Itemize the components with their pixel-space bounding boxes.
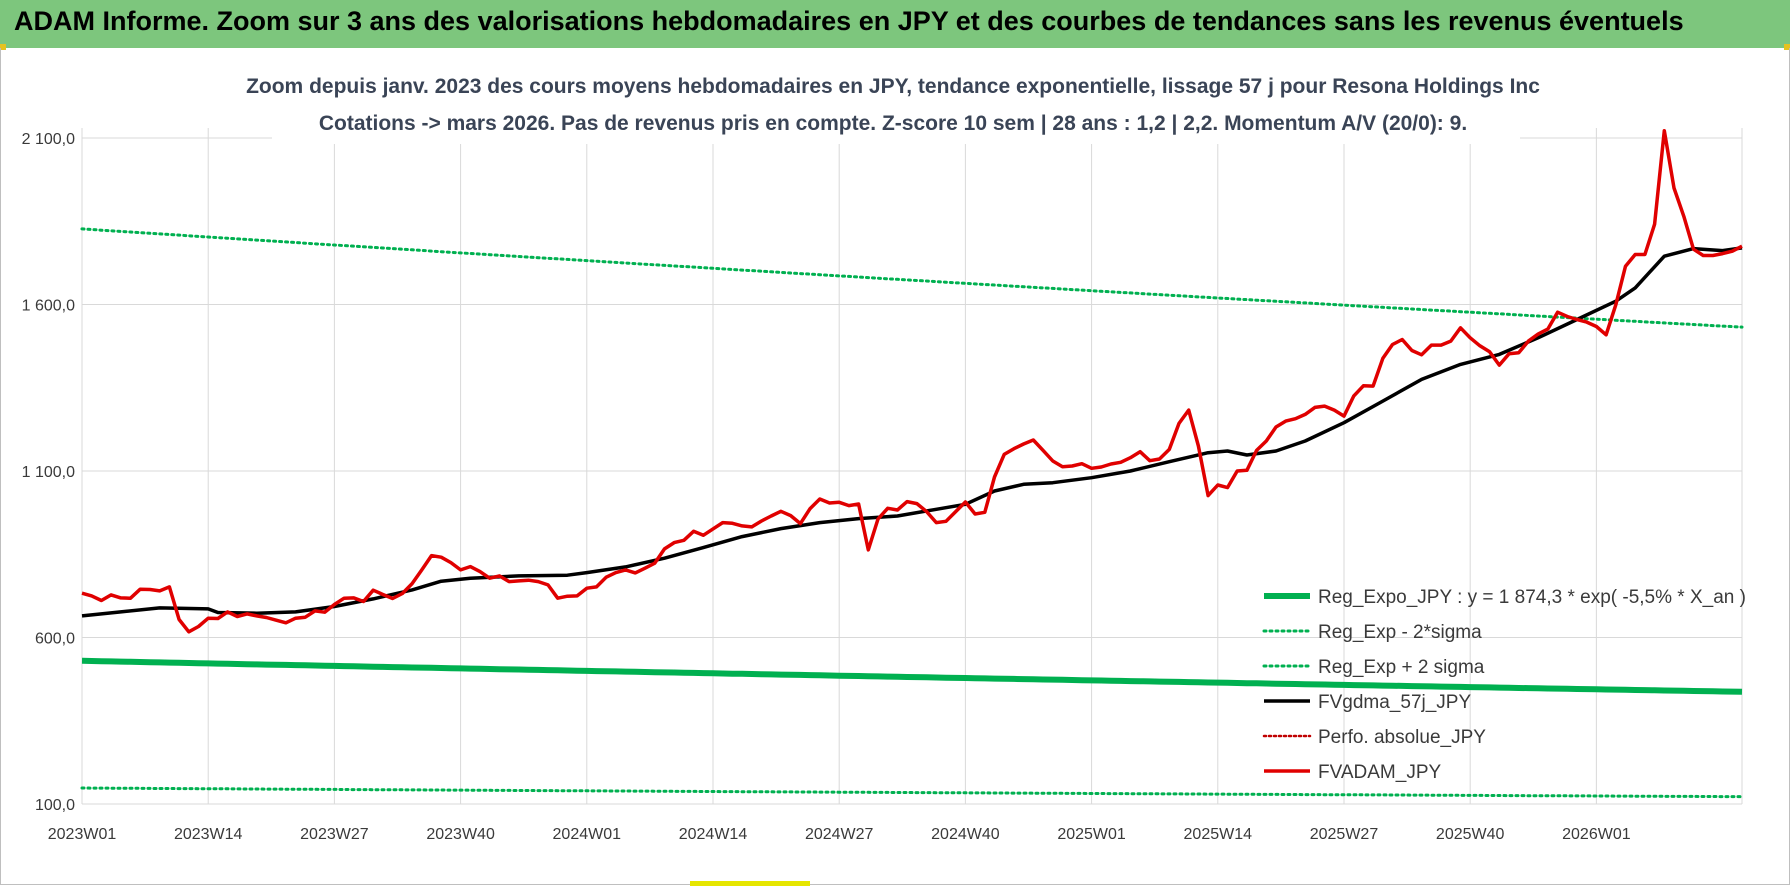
banner-corner-left (0, 44, 6, 50)
x-tick-label: 2025W27 (1310, 826, 1379, 843)
legend: Reg_Expo_JPY : y = 1 874,3 * exp( -5,5% … (1262, 587, 1746, 783)
x-axis-ticks: 2023W01 2023W14 2023W27 2023W40 2024W01 2024W… (48, 826, 1631, 843)
x-tick-label: 2024W27 (805, 826, 874, 843)
x-tick-label: 2023W27 (300, 826, 369, 843)
series-reg-expo-jpy (81, 657, 1743, 695)
series-fvadam-jpy (81, 128, 1743, 634)
x-tick-label: 2023W14 (174, 826, 243, 843)
grid-lines (81, 128, 1743, 805)
x-tick-label: 2023W40 (426, 826, 495, 843)
x-tick-label: 2025W14 (1184, 826, 1253, 843)
y-axis-ticks: 100,0 600,0 1 100,0 1 600,0 2 100,0 (22, 131, 75, 814)
x-tick-label: 2025W40 (1436, 826, 1505, 843)
series-fvgdma-57j-jpy (81, 246, 1743, 618)
x-tick-label: 2023W01 (48, 826, 117, 843)
y-tick-label: 100,0 (35, 797, 75, 814)
legend-label-perfo: Perfo. absolue_JPY (1318, 727, 1486, 748)
series-reg-exp-minus-2-sigma (80, 786, 1744, 799)
legend-label-fvgdma: FVgdma_57j_JPY (1318, 692, 1471, 713)
x-tick-label: 2025W01 (1057, 826, 1126, 843)
y-tick-label: 1 100,0 (22, 464, 75, 481)
y-tick-label: 2 100,0 (22, 131, 75, 148)
banner-title: ADAM Informe. Zoom sur 3 ans des valoris… (14, 6, 1684, 36)
legend-label-reg-minus: Reg_Exp - 2*sigma (1318, 622, 1482, 643)
x-tick-label: 2024W40 (931, 826, 1000, 843)
legend-label-reg-plus: Reg_Exp + 2 sigma (1318, 657, 1485, 678)
chart-title-line-2: Cotations -> mars 2026. Pas de revenus p… (319, 112, 1467, 135)
legend-label-fvadam: FVADAM_JPY (1318, 762, 1442, 783)
series-lines (80, 128, 1744, 799)
title-background (272, 64, 1520, 144)
y-tick-label: 600,0 (35, 631, 75, 648)
banner-corner-right (1784, 44, 1790, 50)
x-tick-label: 2024W01 (553, 826, 622, 843)
title-banner: ADAM Informe. Zoom sur 3 ans des valoris… (0, 0, 1790, 48)
series-reg-exp-plus-2-sigma (80, 227, 1744, 329)
x-tick-label: 2024W14 (679, 826, 748, 843)
y-tick-label: 1 600,0 (22, 298, 75, 315)
scroll-marker (690, 881, 810, 886)
x-tick-label: 2026W01 (1562, 826, 1631, 843)
legend-label-reg-expo: Reg_Expo_JPY : y = 1 874,3 * exp( -5,5% … (1318, 587, 1746, 608)
chart-title-line-1: Zoom depuis janv. 2023 des cours moyens … (246, 75, 1540, 98)
